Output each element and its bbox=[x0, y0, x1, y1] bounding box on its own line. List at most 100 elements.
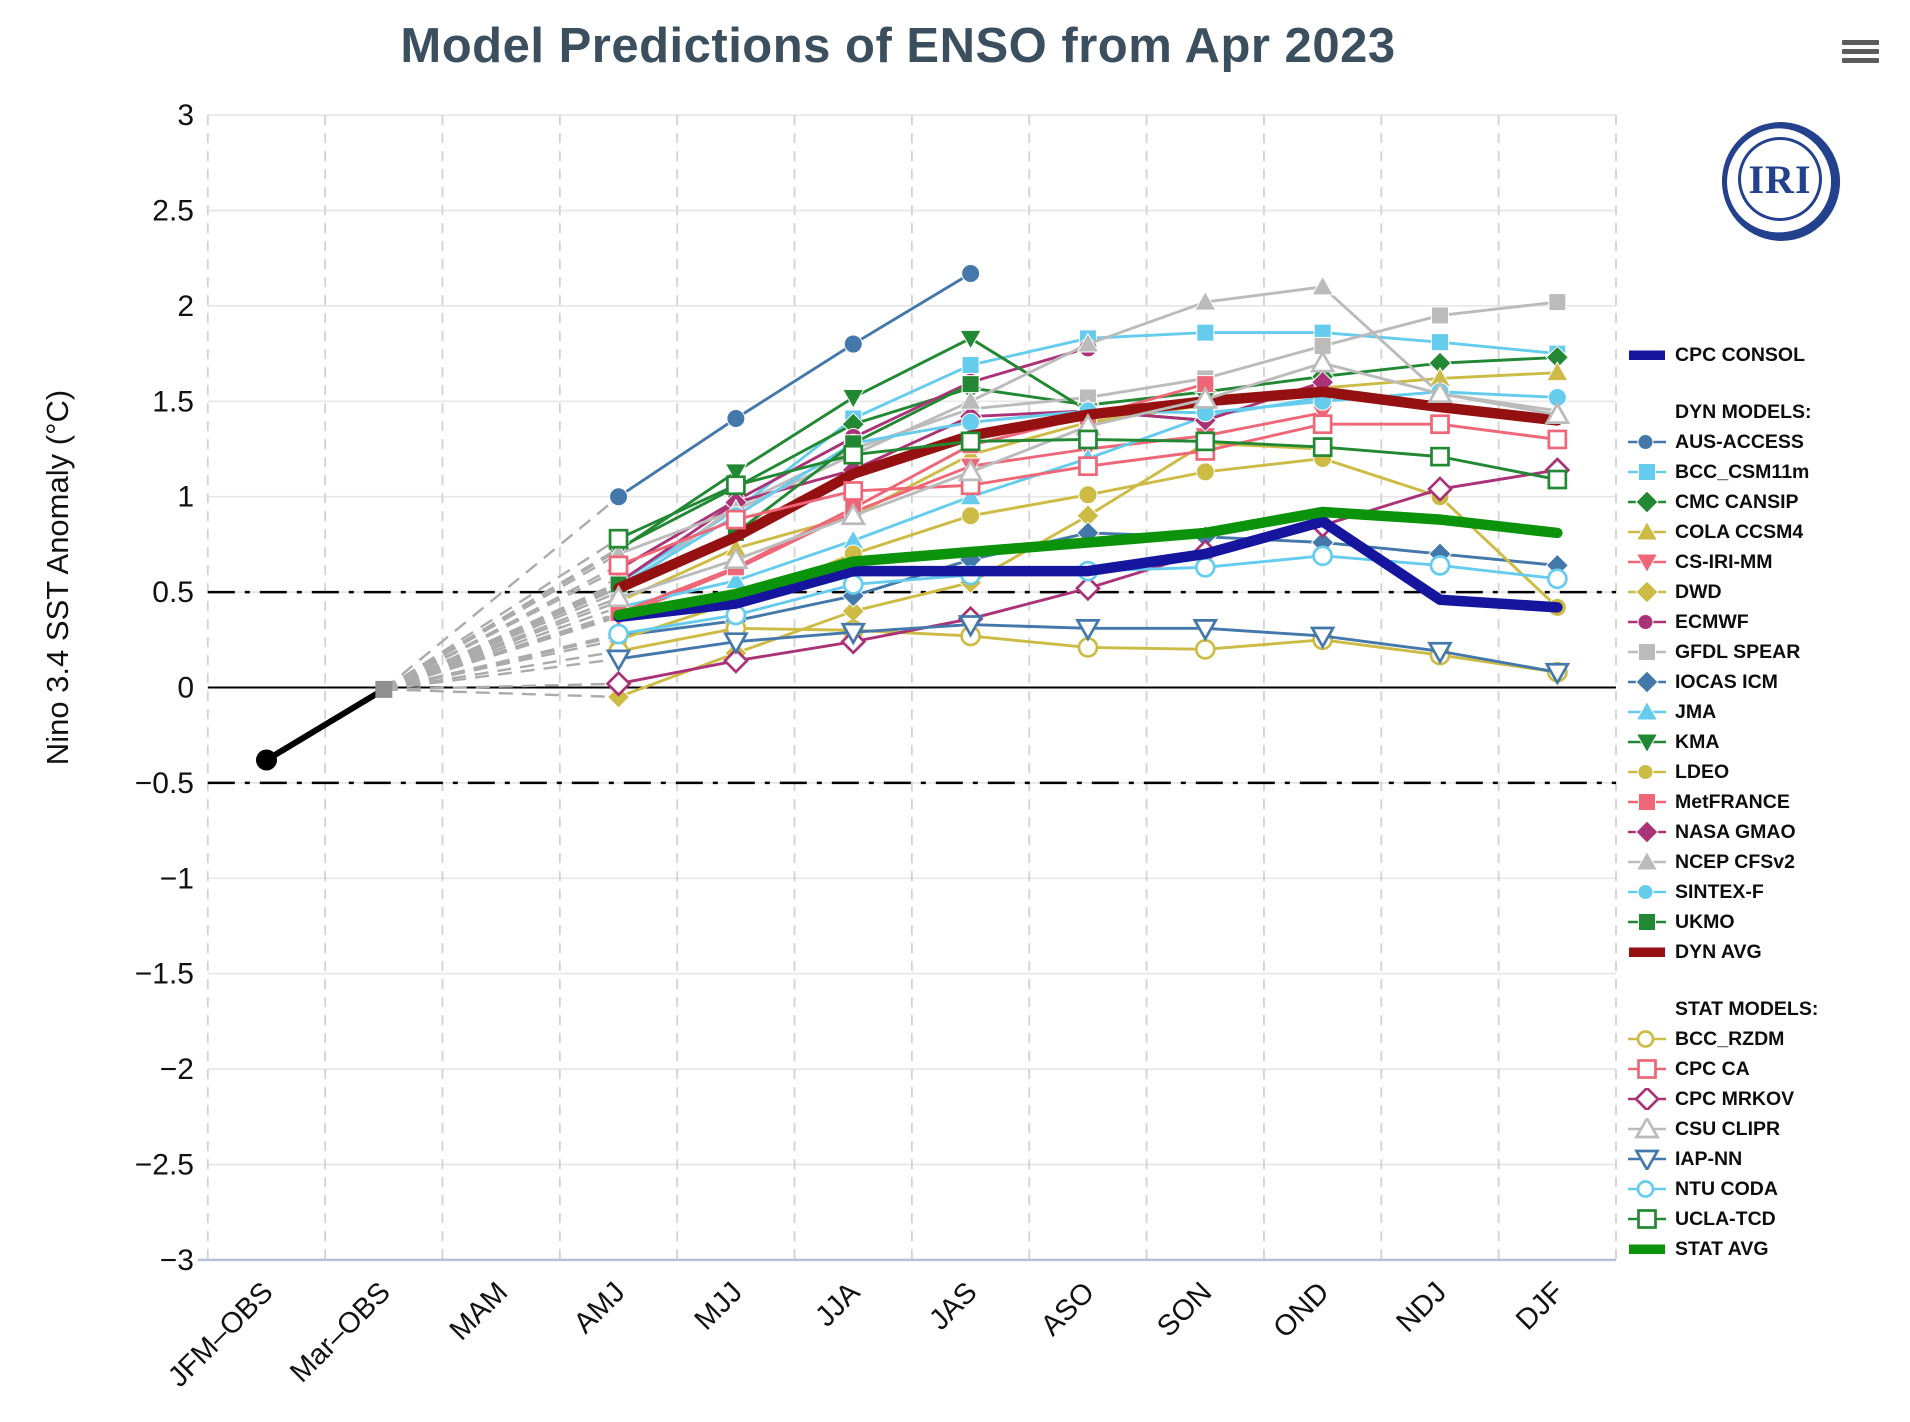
legend-label: CPC CONSOL bbox=[1675, 343, 1806, 366]
legend-item-gfdl-spear[interactable]: GFDL SPEAR bbox=[1628, 637, 1898, 667]
legend-label: CSU CLIPR bbox=[1675, 1117, 1781, 1140]
legend-item-bcc-csm11m[interactable]: BCC_CSM11m bbox=[1628, 457, 1898, 487]
legend-item-dyn-avg[interactable]: DYN AVG bbox=[1628, 937, 1898, 967]
legend-label: GFDL SPEAR bbox=[1675, 640, 1801, 663]
svg-text:Nino 3.4 SST Anomaly (°C): Nino 3.4 SST Anomaly (°C) bbox=[40, 390, 75, 765]
svg-text:2.5: 2.5 bbox=[152, 195, 194, 228]
legend-swatch-cmc-cansip bbox=[1628, 490, 1666, 514]
svg-text:3: 3 bbox=[177, 99, 194, 132]
legend-item-ecmwf[interactable]: ECMWF bbox=[1628, 607, 1898, 637]
legend-item-nasa-gmao[interactable]: NASA GMAO bbox=[1628, 817, 1898, 847]
legend-label: NASA GMAO bbox=[1675, 820, 1796, 843]
legend-swatch-iap-nn bbox=[1628, 1148, 1666, 1173]
hamburger-bar bbox=[1842, 40, 1879, 45]
legend-item-cs-iri-mm[interactable]: CS-IRI-MM bbox=[1628, 547, 1898, 577]
legend-swatch-ukmo bbox=[1628, 911, 1666, 933]
legend-swatch-ntu-coda bbox=[1628, 1178, 1666, 1200]
svg-text:ASO: ASO bbox=[1035, 1276, 1101, 1342]
legend-label: MetFRANCE bbox=[1675, 790, 1790, 813]
legend-swatch-nasa-gmao bbox=[1628, 820, 1666, 844]
legend-item-iap-nn[interactable]: IAP-NN bbox=[1628, 1144, 1898, 1174]
svg-text:−0.5: −0.5 bbox=[135, 767, 194, 800]
legend-spacer bbox=[1628, 967, 1898, 994]
svg-text:−3: −3 bbox=[160, 1244, 194, 1277]
legend-item-cpc-consol[interactable]: CPC CONSOL bbox=[1628, 340, 1898, 370]
svg-text:−1: −1 bbox=[160, 862, 194, 895]
legend-item-kma[interactable]: KMA bbox=[1628, 727, 1898, 757]
svg-text:1.5: 1.5 bbox=[152, 385, 194, 418]
legend-swatch-ldeo bbox=[1628, 761, 1666, 783]
svg-text:OND: OND bbox=[1267, 1276, 1335, 1344]
legend-label: UKMO bbox=[1675, 910, 1735, 933]
svg-text:1: 1 bbox=[177, 481, 194, 514]
legend-swatch-jma bbox=[1628, 700, 1666, 723]
iri-logo-inner-ring: IRI bbox=[1738, 137, 1822, 221]
iri-logo-text: IRI bbox=[1748, 156, 1812, 202]
legend-item-ucla-tcd[interactable]: UCLA-TCD bbox=[1628, 1204, 1898, 1234]
legend-swatch-cpc-mrkov bbox=[1628, 1086, 1666, 1112]
legend-item-jma[interactable]: JMA bbox=[1628, 697, 1898, 727]
legend-item-stat-avg[interactable]: STAT AVG bbox=[1628, 1234, 1898, 1264]
legend-header-dyn-models: DYN MODELS: bbox=[1675, 400, 1812, 423]
legend-swatch-aus-access bbox=[1628, 431, 1666, 453]
svg-text:MAM: MAM bbox=[444, 1276, 514, 1346]
legend-item-cpc-mrkov[interactable]: CPC MRKOV bbox=[1628, 1084, 1898, 1114]
legend-label: CPC CA bbox=[1675, 1057, 1750, 1080]
legend-label: DYN AVG bbox=[1675, 940, 1762, 963]
svg-text:DJF: DJF bbox=[1510, 1276, 1570, 1336]
hamburger-bar bbox=[1842, 58, 1879, 63]
legend-label: SINTEX-F bbox=[1675, 880, 1764, 903]
legend-swatch-cs-iri-mm bbox=[1628, 551, 1666, 574]
legend-label: LDEO bbox=[1675, 760, 1730, 783]
svg-text:AMJ: AMJ bbox=[568, 1276, 632, 1340]
svg-text:Mar–OBS: Mar–OBS bbox=[284, 1276, 397, 1389]
legend-label: DWD bbox=[1675, 580, 1722, 603]
legend-label: CS-IRI-MM bbox=[1675, 550, 1773, 573]
svg-text:2: 2 bbox=[177, 290, 194, 323]
legend-item-sintex-f[interactable]: SINTEX-F bbox=[1628, 877, 1898, 907]
legend-item-ntu-coda[interactable]: NTU CODA bbox=[1628, 1174, 1898, 1204]
svg-text:MJJ: MJJ bbox=[689, 1276, 749, 1336]
legend-item-cmc-cansip[interactable]: CMC CANSIP bbox=[1628, 487, 1898, 517]
svg-text:SON: SON bbox=[1151, 1276, 1218, 1343]
hamburger-menu-icon[interactable] bbox=[1842, 40, 1879, 67]
legend-item-aus-access[interactable]: AUS-ACCESS bbox=[1628, 427, 1898, 457]
legend-item-csu-clipr[interactable]: CSU CLIPR bbox=[1628, 1114, 1898, 1144]
legend-item-metfrance[interactable]: MetFRANCE bbox=[1628, 787, 1898, 817]
legend-item-dwd[interactable]: DWD bbox=[1628, 577, 1898, 607]
chart-legend: CPC CONSOL DYN MODELS: AUS-ACCESS BCC_CSM11… bbox=[1628, 340, 1898, 1264]
legend-swatch-bcc-rzdm bbox=[1628, 1028, 1666, 1050]
legend-swatch-ecmwf bbox=[1628, 611, 1666, 633]
legend-item-iocas-icm[interactable]: IOCAS ICM bbox=[1628, 667, 1898, 697]
legend-label: IAP-NN bbox=[1675, 1147, 1743, 1170]
hamburger-bar bbox=[1842, 49, 1879, 54]
legend-swatch-bcc-csm11m bbox=[1628, 461, 1666, 483]
legend-swatch-stat-avg bbox=[1628, 1238, 1666, 1260]
legend-label: ECMWF bbox=[1675, 610, 1749, 633]
legend-item-cola-ccsm4[interactable]: COLA CCSM4 bbox=[1628, 517, 1898, 547]
legend-spacer bbox=[1628, 370, 1898, 397]
svg-text:0.5: 0.5 bbox=[152, 576, 194, 609]
legend-label: KMA bbox=[1675, 730, 1720, 753]
legend-item-bcc-rzdm[interactable]: BCC_RZDM bbox=[1628, 1024, 1898, 1054]
legend-label: JMA bbox=[1675, 700, 1717, 723]
legend-item-cpc-ca[interactable]: CPC CA bbox=[1628, 1054, 1898, 1084]
iri-logo: IRI bbox=[1706, 106, 1856, 257]
legend-swatch-cola-ccsm4 bbox=[1628, 520, 1666, 543]
legend-label: BCC_CSM11m bbox=[1675, 460, 1810, 483]
legend-label: BCC_RZDM bbox=[1675, 1027, 1785, 1050]
legend-swatch-dwd bbox=[1628, 580, 1666, 604]
legend-swatch-metfrance bbox=[1628, 791, 1666, 813]
legend-item-ukmo[interactable]: UKMO bbox=[1628, 907, 1898, 937]
svg-text:−2: −2 bbox=[160, 1053, 194, 1086]
legend-swatch-ucla-tcd bbox=[1628, 1208, 1666, 1230]
legend-label: CMC CANSIP bbox=[1675, 490, 1799, 513]
legend-swatch-dyn-avg bbox=[1628, 941, 1666, 963]
svg-text:JAS: JAS bbox=[923, 1276, 983, 1336]
legend-label: NTU CODA bbox=[1675, 1177, 1778, 1200]
legend-item-ldeo[interactable]: LDEO bbox=[1628, 757, 1898, 787]
legend-item-ncep-cfsv2[interactable]: NCEP CFSv2 bbox=[1628, 847, 1898, 877]
legend-label: NCEP CFSv2 bbox=[1675, 850, 1795, 873]
